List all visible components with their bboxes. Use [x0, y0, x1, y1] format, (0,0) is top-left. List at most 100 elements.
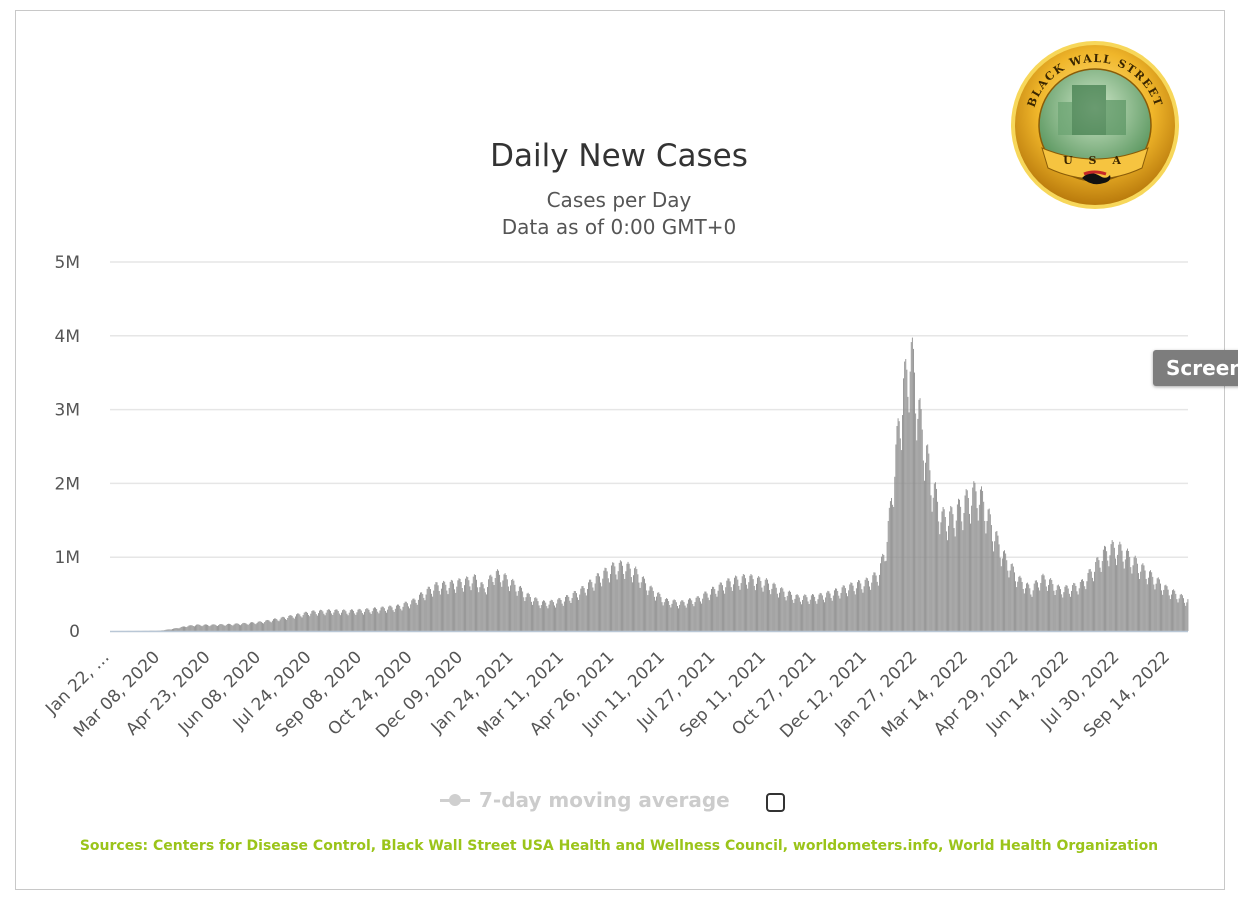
bar — [678, 608, 679, 631]
bar — [523, 597, 525, 631]
bar — [1121, 550, 1123, 631]
bar — [415, 602, 417, 631]
bar — [433, 590, 435, 631]
bar — [907, 396, 909, 631]
bar — [419, 594, 420, 631]
bar — [716, 596, 718, 631]
bar — [1187, 599, 1189, 631]
screen-button[interactable]: Screen — [1153, 350, 1238, 386]
bar — [321, 610, 323, 631]
bar — [258, 621, 260, 631]
bar — [222, 624, 224, 631]
bar — [1093, 581, 1094, 631]
bar — [1007, 570, 1009, 631]
bar — [703, 593, 705, 631]
legend-checkbox[interactable] — [766, 793, 785, 812]
bar — [850, 582, 852, 631]
bar — [599, 576, 600, 631]
bar — [898, 421, 900, 631]
bar — [1046, 590, 1048, 631]
bar — [536, 598, 538, 631]
bar — [343, 609, 345, 631]
bar — [769, 590, 771, 631]
bar — [1088, 569, 1090, 631]
bar — [273, 619, 274, 631]
bar — [555, 607, 557, 631]
bar — [646, 590, 648, 631]
bar — [1079, 582, 1081, 631]
bar — [615, 574, 617, 631]
bar — [1168, 595, 1170, 631]
bar — [214, 624, 216, 631]
bar — [737, 579, 739, 631]
bar — [872, 575, 874, 631]
bar — [439, 594, 441, 631]
bar — [771, 588, 773, 631]
bar — [240, 625, 241, 631]
bar — [594, 583, 596, 631]
bar — [561, 603, 563, 631]
bar — [1034, 580, 1036, 631]
bar — [1050, 578, 1052, 631]
bar — [1156, 578, 1158, 631]
bar — [779, 592, 780, 631]
bar — [265, 620, 267, 631]
bar — [662, 605, 664, 631]
bar — [894, 476, 896, 631]
bar — [1165, 584, 1167, 631]
bar — [696, 596, 698, 631]
chart-subtitle-line-1: Cases per Day — [546, 188, 692, 212]
bar — [929, 470, 931, 631]
bar — [287, 617, 289, 631]
bar — [849, 584, 851, 631]
bar — [1185, 605, 1187, 631]
bar — [164, 630, 166, 631]
bar — [749, 575, 751, 631]
bar — [357, 609, 359, 631]
bar — [937, 501, 939, 631]
bar — [889, 501, 891, 631]
bar — [573, 590, 575, 631]
bar — [819, 592, 821, 631]
bar — [339, 615, 341, 631]
legend-item-moving-average[interactable]: 7-day moving average — [440, 785, 730, 815]
bar — [308, 614, 310, 631]
bar — [364, 611, 366, 631]
y-tick-label: 0 — [69, 622, 80, 642]
bar — [236, 623, 238, 631]
bar — [557, 599, 559, 631]
bar — [502, 580, 504, 631]
bar — [168, 629, 170, 631]
bar — [264, 622, 266, 631]
bar — [1174, 590, 1176, 631]
bar — [411, 600, 413, 631]
bar — [1111, 540, 1113, 631]
bar — [447, 594, 449, 631]
bar — [305, 611, 307, 631]
bar — [1145, 578, 1147, 631]
bar — [975, 491, 977, 631]
bar — [1134, 555, 1136, 631]
bar — [224, 625, 226, 631]
bar — [177, 628, 179, 631]
bar — [427, 586, 429, 631]
legend-symbol-icon — [440, 785, 470, 815]
bar — [619, 560, 621, 631]
bar — [1031, 596, 1033, 631]
bar — [1124, 559, 1126, 631]
bar — [477, 587, 479, 631]
bar — [994, 541, 996, 631]
bar — [596, 573, 598, 631]
bar — [750, 574, 752, 631]
bar — [432, 596, 434, 631]
bar — [1039, 590, 1041, 631]
bar — [875, 575, 877, 631]
bar — [1118, 544, 1120, 631]
bar — [747, 588, 749, 631]
bar — [423, 597, 425, 631]
bar — [348, 612, 350, 631]
bar — [461, 588, 463, 631]
bar — [782, 588, 784, 631]
bar — [874, 572, 876, 631]
